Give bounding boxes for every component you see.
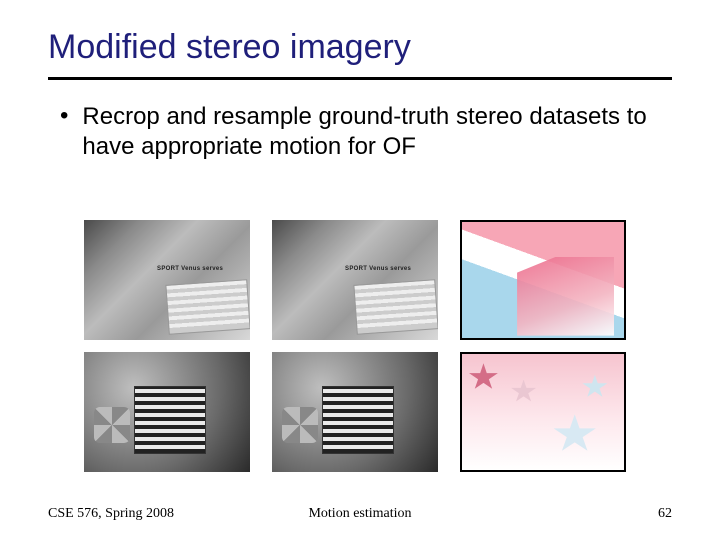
body-area: • Recrop and resample ground-truth stere… (0, 80, 720, 162)
img-moebius-right (272, 352, 438, 472)
footer-right: 62 (658, 506, 672, 522)
img-venus-left (84, 220, 250, 340)
slide-title: Modified stereo imagery (48, 28, 672, 77)
img-moebius-flow (460, 352, 626, 472)
bullet-text: Recrop and resample ground-truth stereo … (82, 102, 666, 162)
bullet-row: • Recrop and resample ground-truth stere… (54, 102, 666, 162)
slide-footer: CSE 576, Spring 2008 Motion estimation 6… (0, 506, 720, 522)
footer-left: CSE 576, Spring 2008 (48, 506, 174, 522)
flow-shape-icon (582, 375, 608, 399)
image-grid (84, 220, 626, 472)
img-venus-right (272, 220, 438, 340)
img-moebius-left (84, 352, 250, 472)
footer-center: Motion estimation (308, 506, 411, 522)
title-area: Modified stereo imagery (0, 0, 720, 80)
bullet-dot-icon: • (54, 102, 68, 130)
flow-shape-icon (511, 380, 537, 404)
img-venus-flow (460, 220, 626, 340)
